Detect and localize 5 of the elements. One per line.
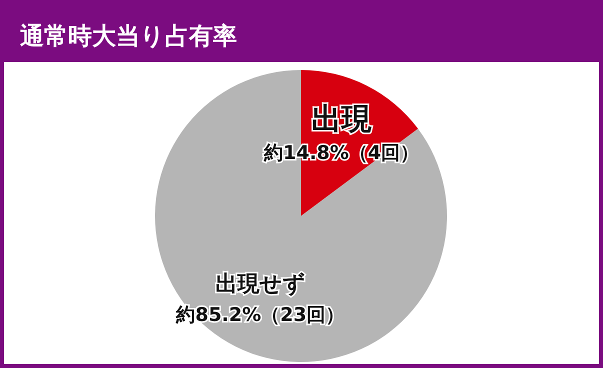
slice-label: 出現 — [312, 102, 373, 138]
slice-label: 出現せず — [215, 272, 306, 297]
data-label: 約85.2%（23回） — [175, 304, 345, 326]
chart-title: 通常時大当り占有率 — [19, 22, 237, 50]
pie-slice — [155, 70, 447, 362]
